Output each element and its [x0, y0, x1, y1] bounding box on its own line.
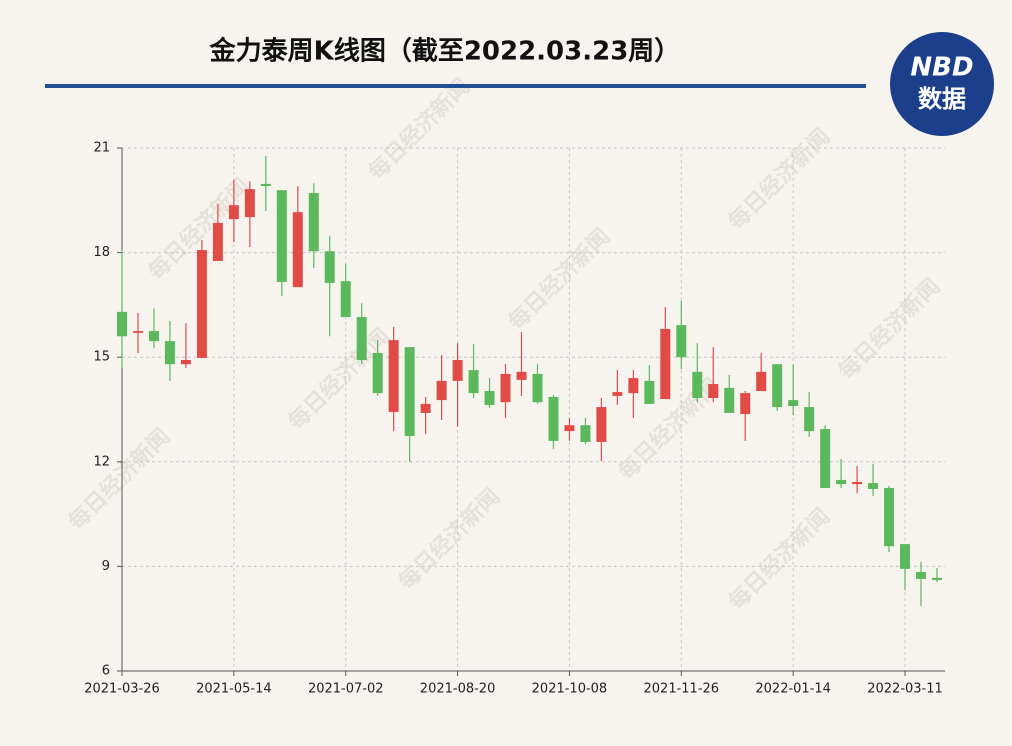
candle-body [260, 183, 271, 187]
candle-body [452, 359, 463, 381]
y-tick-label: 9 [102, 559, 110, 574]
title-rule [45, 84, 866, 88]
y-tick-label: 6 [102, 664, 110, 679]
candle-body [772, 364, 783, 408]
candle-body [836, 479, 847, 485]
candle-body [916, 571, 926, 579]
candle-body [868, 483, 879, 489]
candle-body [308, 192, 319, 252]
candle-body [884, 487, 895, 547]
candle-body [212, 222, 223, 261]
candle-body [628, 378, 639, 394]
candle-body [164, 341, 175, 365]
candle-body [292, 212, 303, 288]
candle-body [708, 384, 719, 398]
candle-body [740, 393, 751, 415]
logo-text: NBD [910, 53, 973, 83]
y-tick-label: 21 [93, 141, 110, 156]
chart-title: 金力泰周K线图（截至2022.03.23周） [209, 36, 681, 67]
y-tick-label: 15 [93, 350, 110, 365]
candle-body [276, 190, 287, 282]
candle-body [117, 311, 127, 337]
logo [890, 32, 994, 136]
candle-body [692, 371, 703, 398]
logo-text: 数据 [918, 85, 966, 113]
candle-body [564, 425, 575, 432]
candle-body [852, 482, 863, 485]
candle-body [516, 371, 527, 380]
candle-body [388, 340, 399, 412]
x-tick-label: 2021-08-20 [420, 682, 496, 697]
x-tick-label: 2021-05-14 [196, 682, 272, 697]
candle-body [580, 425, 591, 442]
candle-body [596, 407, 607, 442]
candle-body [660, 328, 671, 400]
candle-body [548, 396, 559, 441]
y-tick-label: 12 [93, 454, 110, 469]
candle-body [900, 544, 911, 569]
candle-body [468, 370, 479, 394]
candle-body [132, 331, 143, 333]
candle-body [196, 250, 207, 358]
candle-body [436, 380, 447, 401]
x-tick-label: 2022-03-11 [867, 682, 943, 697]
candle-body [324, 251, 335, 283]
candle-body [420, 403, 431, 413]
candle-body [788, 400, 799, 407]
candle-body [644, 380, 655, 404]
candle-body [372, 353, 383, 394]
x-tick-label: 2021-03-26 [84, 682, 160, 697]
candle-body [612, 392, 623, 396]
x-tick-label: 2021-11-26 [644, 682, 720, 697]
x-tick-label: 2021-10-08 [532, 682, 608, 697]
candle-body [756, 371, 767, 392]
candle-body [820, 429, 831, 488]
candle-body [340, 281, 351, 318]
candle-body [180, 359, 191, 365]
candle-body [724, 387, 735, 413]
candle-body [804, 407, 815, 432]
candle-body [148, 331, 159, 342]
candle-body [244, 189, 255, 218]
x-tick-label: 2022-01-14 [755, 682, 831, 697]
candle-body [500, 373, 511, 403]
candle-body [484, 391, 495, 405]
candle-body [676, 325, 687, 358]
candle-body [404, 347, 415, 436]
plot-area: 6 9 12 15 18 21 2021-03-26 2021-05-14 2021-07-02… [84, 141, 945, 697]
x-tick-label: 2021-07-02 [308, 682, 384, 697]
candle-body [931, 577, 942, 580]
candle-body [356, 317, 367, 360]
candle-body [228, 205, 239, 220]
candle-body [532, 373, 543, 403]
y-tick-label: 18 [93, 245, 110, 260]
